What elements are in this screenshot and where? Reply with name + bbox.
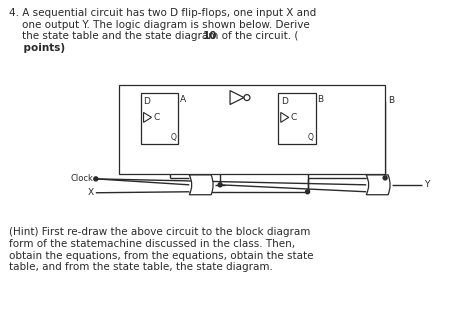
Text: D: D — [144, 97, 150, 106]
Circle shape — [94, 177, 98, 181]
Text: Q: Q — [170, 133, 176, 142]
Bar — [118, 85, 385, 174]
Text: D: D — [281, 97, 288, 106]
Text: A: A — [180, 95, 186, 104]
Text: X: X — [88, 188, 94, 197]
Text: 10: 10 — [203, 31, 218, 41]
Text: Clock: Clock — [71, 174, 94, 183]
Circle shape — [383, 176, 387, 180]
Bar — [278, 92, 316, 144]
Text: points): points) — [9, 42, 65, 53]
PathPatch shape — [189, 175, 213, 195]
Text: B: B — [388, 96, 394, 105]
Text: B: B — [318, 95, 324, 104]
Circle shape — [218, 183, 222, 187]
Text: (Hint) First re-draw the above circuit to the block diagram
form of the statemac: (Hint) First re-draw the above circuit t… — [9, 227, 314, 272]
PathPatch shape — [366, 175, 390, 195]
Text: one output Y. The logic diagram is shown below. Derive: one output Y. The logic diagram is shown… — [9, 20, 310, 30]
Text: 4. A sequential circuit has two D flip-flops, one input X and: 4. A sequential circuit has two D flip-f… — [9, 8, 317, 18]
Text: Q: Q — [308, 133, 313, 142]
Text: Y: Y — [424, 180, 429, 189]
Text: the state table and the state diagram of the circuit. (: the state table and the state diagram of… — [9, 31, 299, 41]
Text: C: C — [154, 113, 160, 122]
Bar — [141, 92, 178, 144]
Circle shape — [306, 190, 310, 194]
Text: C: C — [291, 113, 297, 122]
